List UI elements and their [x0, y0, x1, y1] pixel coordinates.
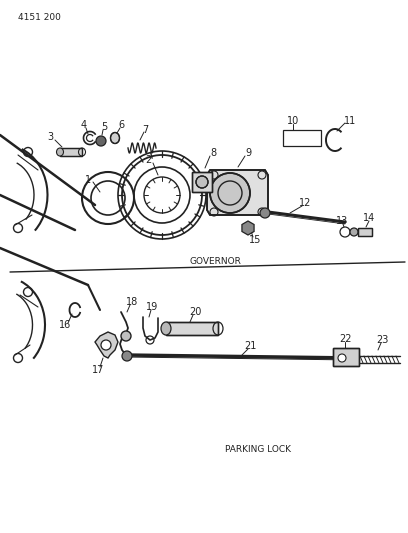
Text: 11: 11 [344, 116, 356, 126]
Text: 3: 3 [47, 132, 53, 142]
Circle shape [350, 228, 358, 236]
Text: GOVERNOR: GOVERNOR [189, 257, 241, 266]
Text: 10: 10 [287, 116, 299, 126]
Bar [192, 172, 212, 192]
Text: PARKING LOCK: PARKING LOCK [225, 446, 291, 455]
Ellipse shape [161, 322, 171, 335]
Bar [358, 228, 372, 236]
Bar [333, 348, 359, 366]
Text: 15: 15 [249, 235, 261, 245]
Circle shape [210, 173, 250, 213]
Bar [192, 172, 212, 192]
Bar [166, 322, 218, 335]
Circle shape [260, 208, 270, 218]
Bar [60, 148, 82, 156]
Text: 22: 22 [339, 334, 351, 344]
Polygon shape [242, 221, 254, 235]
Text: 17: 17 [92, 365, 104, 375]
Text: 21: 21 [244, 341, 256, 351]
Text: 2: 2 [145, 155, 151, 165]
Circle shape [122, 351, 132, 361]
Text: 12: 12 [299, 198, 311, 208]
Text: 20: 20 [189, 307, 201, 317]
Bar [358, 228, 372, 236]
Text: 4: 4 [81, 120, 87, 130]
Bar [333, 348, 359, 366]
Circle shape [196, 176, 208, 188]
Text: 8: 8 [210, 148, 216, 158]
Polygon shape [207, 170, 268, 215]
Text: 7: 7 [142, 125, 148, 135]
Ellipse shape [111, 133, 120, 143]
Polygon shape [95, 332, 118, 358]
Circle shape [121, 331, 131, 341]
Bar [283, 130, 321, 146]
Text: 6: 6 [118, 120, 124, 130]
Text: 13: 13 [336, 216, 348, 226]
Text: 4151 200: 4151 200 [18, 13, 61, 22]
Text: 23: 23 [376, 335, 388, 345]
Circle shape [101, 340, 111, 350]
Ellipse shape [56, 148, 64, 156]
Bar [60, 148, 82, 156]
Text: 14: 14 [363, 213, 375, 223]
Text: 5: 5 [101, 122, 107, 132]
Text: 19: 19 [146, 302, 158, 312]
Bar [166, 322, 218, 335]
Text: 16: 16 [59, 320, 71, 330]
Text: 1: 1 [85, 175, 91, 185]
Circle shape [96, 136, 106, 146]
Circle shape [338, 354, 346, 362]
Text: 18: 18 [126, 297, 138, 307]
Text: 9: 9 [245, 148, 251, 158]
